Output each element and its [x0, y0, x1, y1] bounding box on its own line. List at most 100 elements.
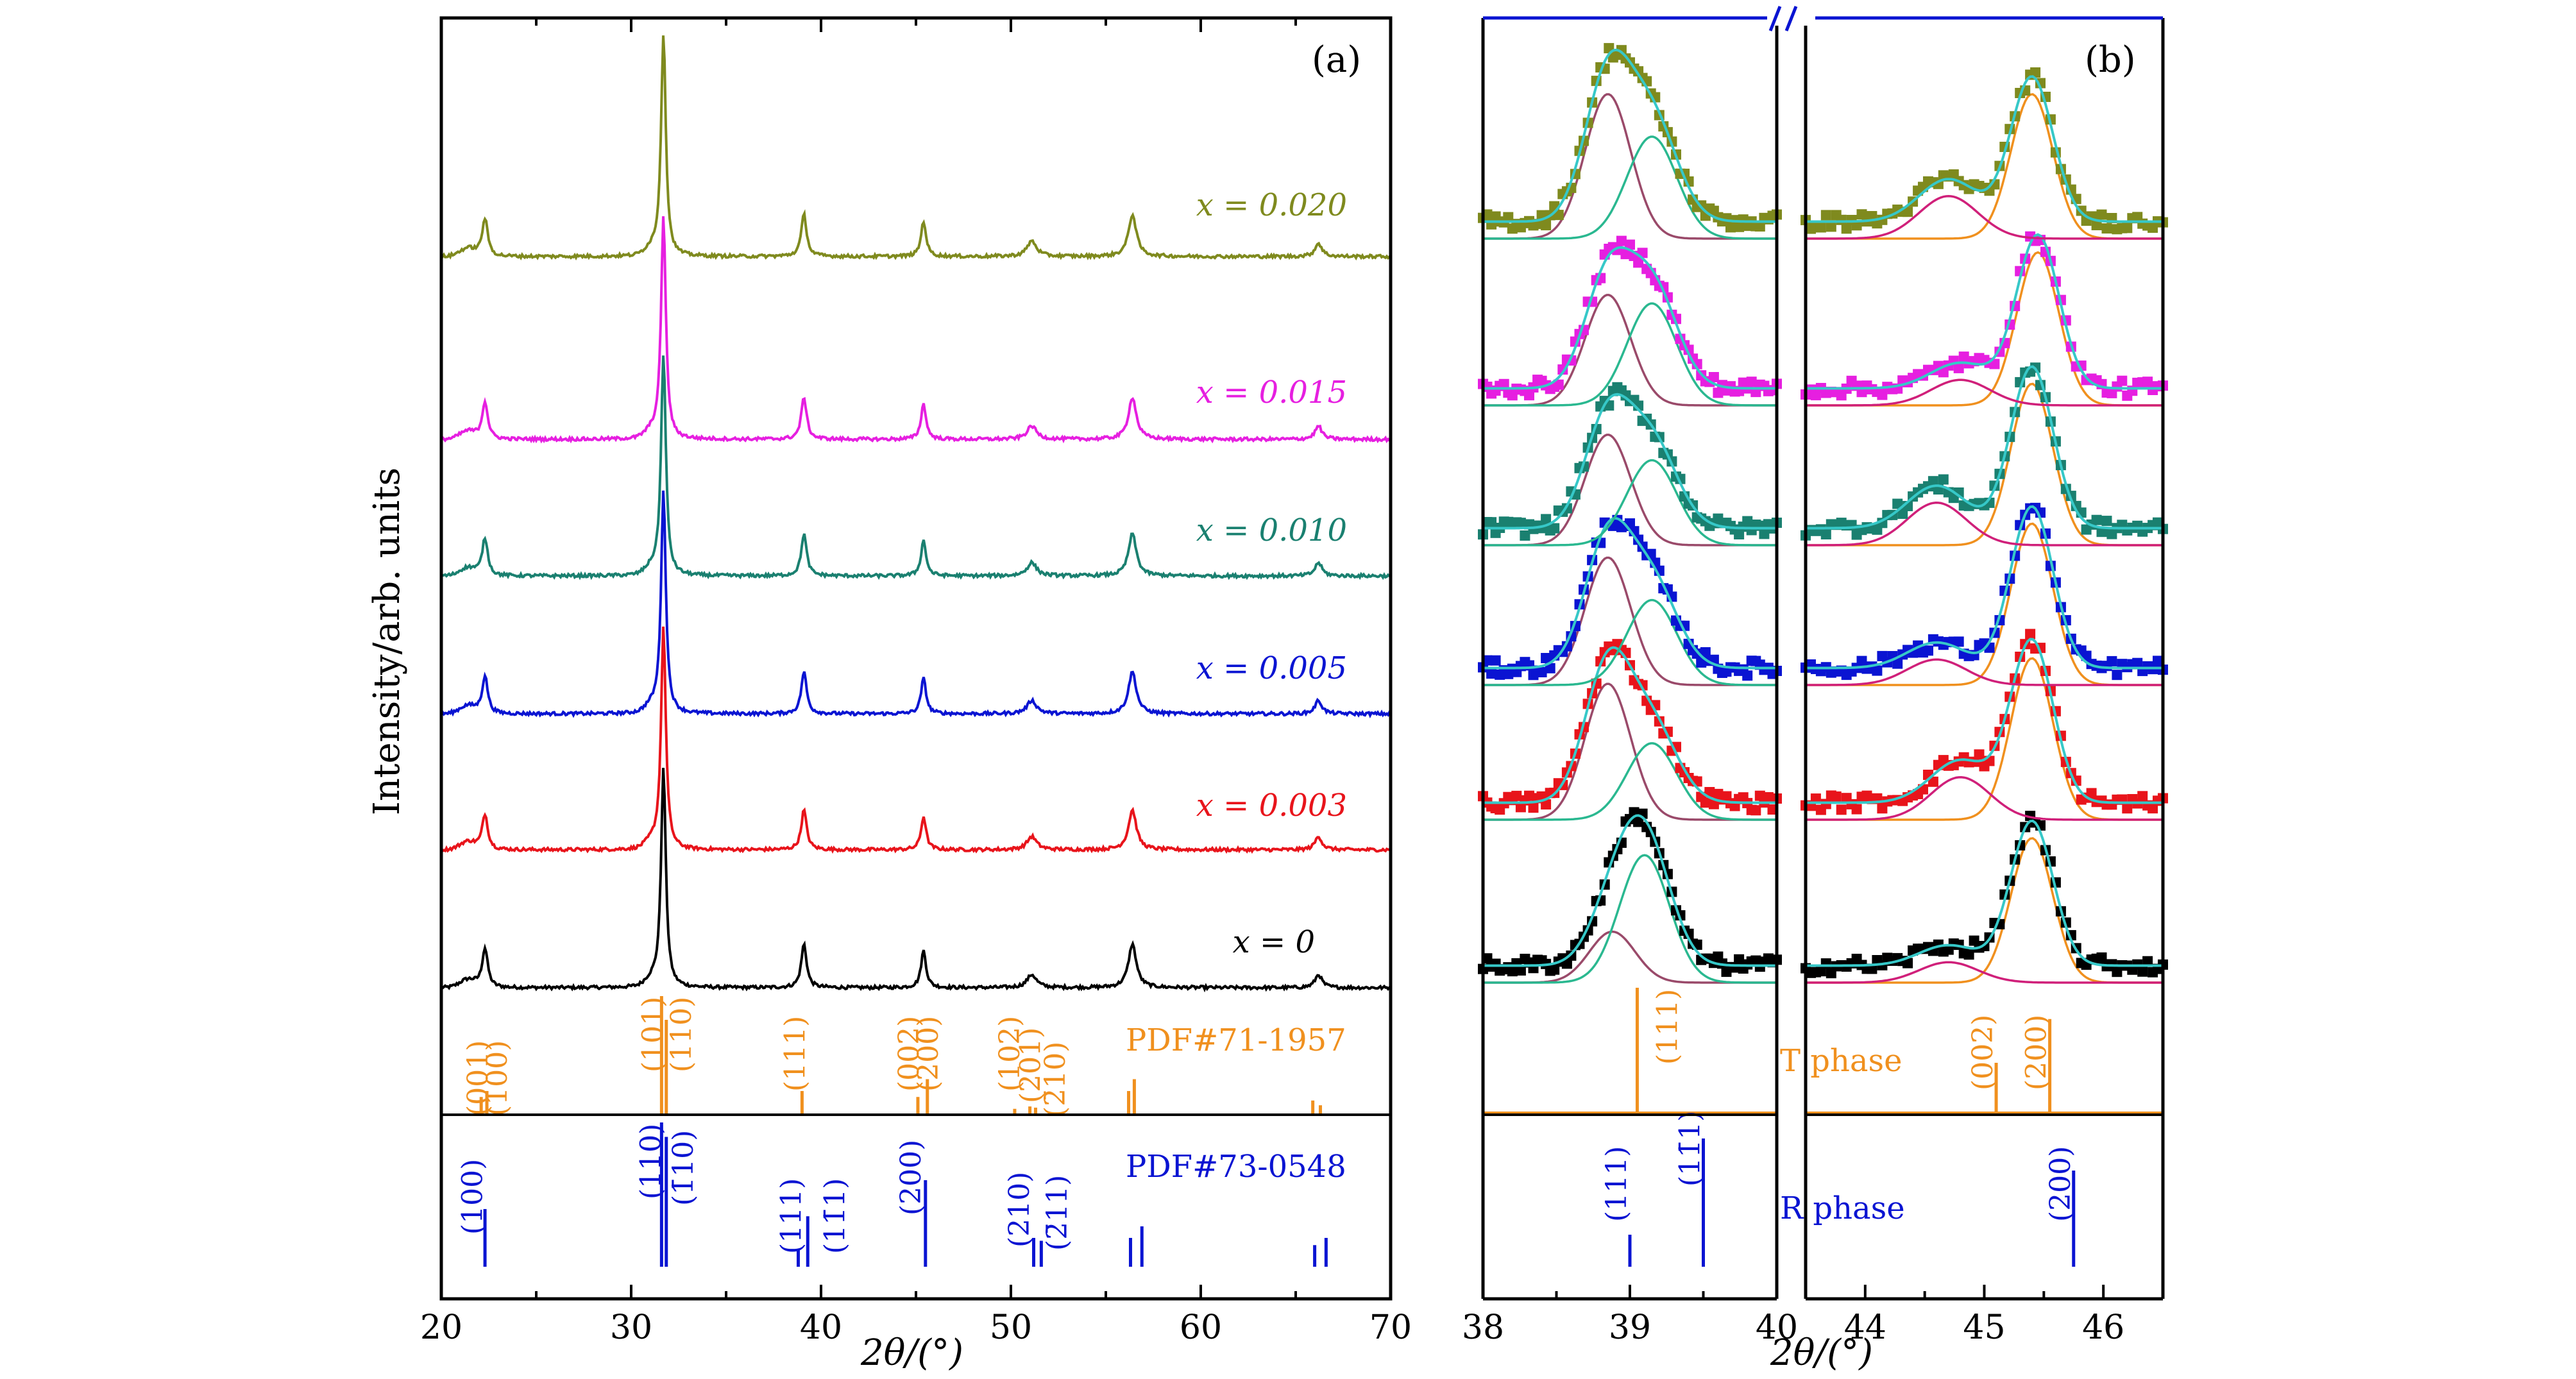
ref-r-hkl-label: (210) — [1003, 1172, 1036, 1248]
ref-t-hkl-label: (100) — [481, 1040, 514, 1116]
ref-t-hkl-label: (110) — [665, 997, 698, 1072]
data-point — [1754, 221, 1765, 232]
series-label-x0: x = 0 — [1233, 924, 1315, 960]
fit-component-line — [1806, 658, 2163, 686]
data-point — [1541, 653, 1552, 663]
x-tick-label-b-right: 45 — [1963, 1308, 2005, 1347]
ref-t-hkl-label: (201) — [1015, 1028, 1047, 1103]
fit-component-line — [1483, 459, 1777, 546]
data-point — [1763, 792, 1774, 802]
data-point — [1928, 776, 1938, 787]
data-point — [1963, 949, 1974, 960]
data-point — [1616, 45, 1627, 56]
ref-t-hkl-label: (002) — [893, 1016, 926, 1092]
fit-component-line — [1806, 195, 2163, 240]
fit-sum-line — [1483, 516, 1777, 670]
data-point — [1820, 958, 1831, 969]
ref-t-hkl-label: (2̄10) — [1039, 1042, 1072, 1117]
data-point — [1524, 390, 1534, 401]
data-point — [1515, 965, 1526, 976]
data-point — [2137, 791, 2148, 802]
fit-component-line — [1806, 776, 2163, 821]
data-point — [1815, 966, 1826, 977]
ref-r-hkl-label: (11̄1) — [819, 1178, 852, 1254]
fit-sum-line — [1806, 233, 2163, 390]
fit-component-line — [1483, 598, 1777, 686]
data-point — [1498, 378, 1509, 389]
fit-sum-line — [1806, 75, 2163, 223]
data-point — [1700, 647, 1711, 657]
fit-sum-line — [1806, 505, 2163, 670]
data-point — [2142, 376, 2153, 387]
t-phase-label: T phase — [1780, 1043, 1902, 1079]
data-point — [1633, 816, 1644, 827]
axis-break-mark — [1784, 6, 1798, 31]
data-point — [1528, 802, 1539, 813]
data-point — [2106, 656, 2117, 666]
data-point — [1953, 636, 1964, 647]
data-point — [1892, 498, 1903, 509]
data-point — [1759, 529, 1770, 539]
data-point — [1742, 516, 1753, 527]
data-point — [1974, 749, 1985, 760]
data-point — [1713, 387, 1724, 398]
data-point — [1708, 799, 1719, 809]
data-point — [1938, 474, 1949, 485]
data-point — [2112, 670, 2123, 681]
data-point — [1892, 658, 1903, 669]
axis-ticks: 20 30 40 50 60 70 38 39 40 44 45 46 — [420, 18, 2124, 1347]
data-point — [1633, 257, 1644, 268]
t-phase-hkl-label: (002) — [1967, 1015, 1999, 1090]
data-point — [1826, 221, 1836, 232]
data-point — [2101, 516, 2112, 527]
series-label-x005: x = 0.005 — [1196, 650, 1347, 686]
data-point — [1524, 790, 1534, 801]
data-point — [1549, 523, 1560, 534]
data-point — [2096, 209, 2107, 220]
series-label-x010: x = 0.010 — [1196, 512, 1347, 548]
panel-a-label: (a) — [1312, 39, 1361, 81]
data-point — [1620, 249, 1631, 260]
data-point — [1902, 207, 1913, 217]
ref-t-name: PDF#71-1957 — [1126, 1022, 1346, 1058]
panel-b-label: (b) — [2085, 39, 2136, 81]
fit-sum-line — [1483, 393, 1777, 530]
data-point — [2101, 223, 2112, 234]
data-point — [1616, 235, 1627, 246]
data-point — [1742, 670, 1753, 681]
xrd-pattern-line — [440, 626, 1392, 854]
x-tick-label-b-left: 40 — [1756, 1308, 1798, 1347]
data-point — [1520, 530, 1530, 541]
data-point — [2122, 223, 2133, 233]
fit-sum-line — [1483, 814, 1777, 967]
ref-r-hkl-label: (110) — [635, 1124, 668, 1199]
data-point — [2086, 788, 2097, 799]
x-tick-label-a: 70 — [1369, 1308, 1412, 1347]
data-point — [1902, 958, 1913, 969]
data-point — [1872, 665, 1883, 676]
data-point — [1507, 966, 1518, 977]
data-point — [1515, 518, 1526, 529]
fit-component-line — [1483, 302, 1777, 407]
data-point — [1691, 648, 1702, 659]
data-point — [1541, 799, 1552, 810]
data-point — [2142, 956, 2153, 967]
ref-t-hkl-label: (200) — [912, 1016, 945, 1092]
fit-component-line — [1806, 502, 2163, 546]
fit-component-line — [1483, 854, 1777, 984]
data-point — [2025, 629, 2036, 639]
data-point — [2153, 656, 2163, 666]
ref-t-hkl-label: (101) — [637, 997, 670, 1072]
ref-r-hkl-label: (2̄11) — [1041, 1175, 1074, 1251]
data-point — [1746, 376, 1757, 387]
t-phase-hkl-label: (200) — [2021, 1015, 2053, 1090]
x-tick-label-b-right: 46 — [2082, 1308, 2124, 1347]
data-point — [1815, 222, 1826, 233]
ref-t-hkl-label: (001) — [462, 1040, 495, 1116]
data-point — [1831, 791, 1842, 802]
data-point — [1553, 210, 1564, 221]
data-point — [1851, 220, 1862, 231]
ref-r-hkl-label: (111) — [775, 1178, 808, 1254]
data-point — [2137, 966, 2148, 977]
